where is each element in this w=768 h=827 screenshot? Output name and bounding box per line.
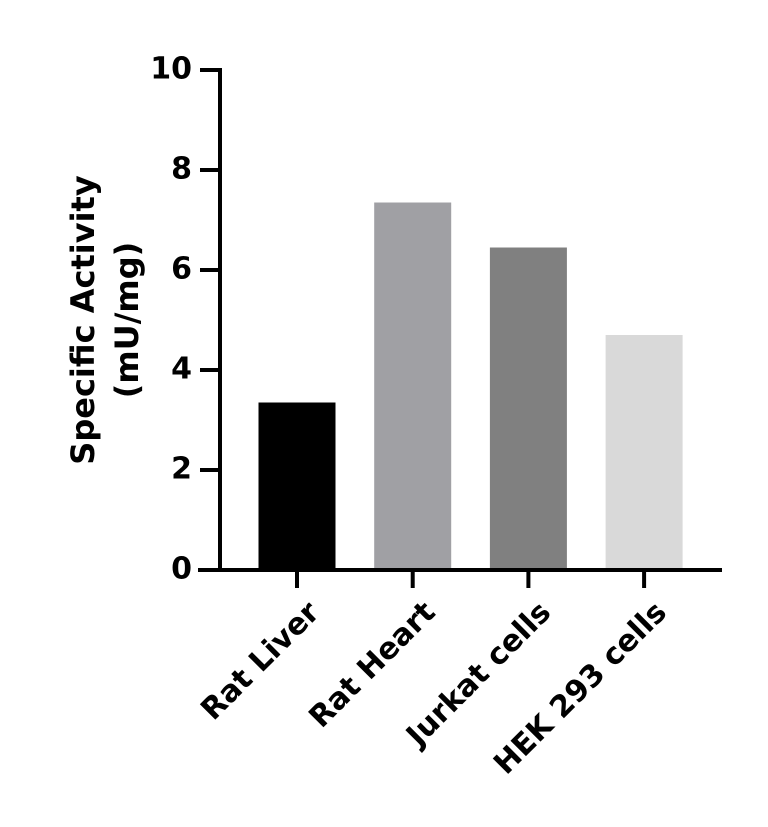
bar — [374, 202, 452, 570]
bar — [489, 247, 567, 570]
y-tick-label: 0 — [171, 552, 192, 587]
y-axis-title-line: (mU/mg) — [108, 242, 146, 399]
y-tick-label: 8 — [171, 152, 192, 187]
y-axis-title-line: Specific Activity — [64, 175, 102, 465]
y-tick-label: 4 — [171, 352, 192, 387]
y-tick-label: 2 — [171, 452, 192, 487]
y-tick-label: 10 — [150, 52, 192, 87]
y-axis-title: Specific Activity (mU/mg) — [64, 175, 146, 465]
bar — [258, 402, 336, 570]
bar — [605, 335, 683, 570]
y-tick-label: 6 — [171, 252, 192, 287]
